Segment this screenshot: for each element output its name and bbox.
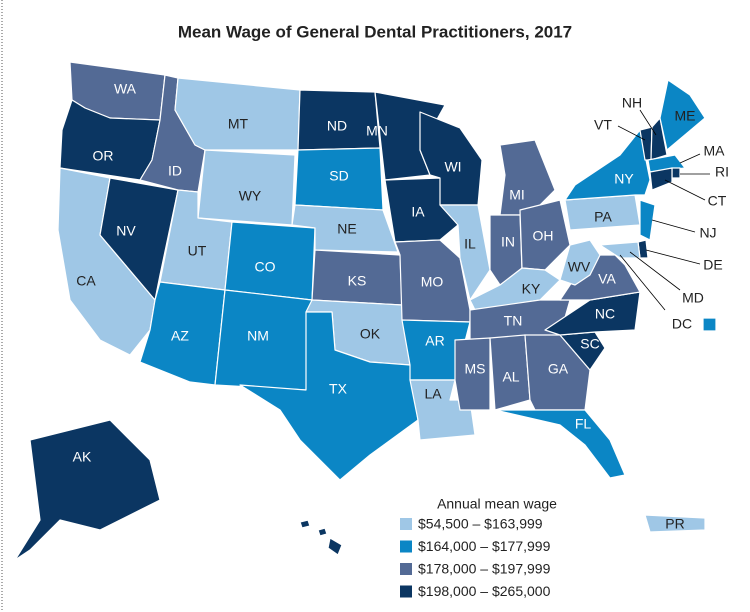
state-region [14,419,161,561]
state-label: MT [228,116,249,132]
state-label: MN [366,123,388,139]
state-label: PA [594,209,612,225]
state-region [650,117,668,161]
state-label: KS [348,273,367,289]
state-label: VA [598,271,616,287]
state-label: WY [239,188,262,204]
state-label: SC [580,336,599,352]
state-region [702,317,717,332]
leader-line [664,179,706,201]
state-label: NV [116,223,136,239]
legend-title: Annual mean wage [437,496,557,512]
state-label: HI [289,531,303,547]
leader-line [629,251,681,291]
state-region [659,79,706,151]
state-label: NH [622,95,642,111]
state-region [409,379,476,441]
state-label: MS [465,361,486,377]
state-region [644,514,706,533]
state-region [671,167,681,179]
state-label: SD [329,168,348,184]
leader-line [617,125,646,141]
state-label: NC [595,306,615,322]
state-label: MD [682,290,704,306]
state-label: KY [522,281,541,297]
state-label: MI [509,187,525,203]
state-label: DC [672,316,692,332]
legend-label: $178,000 – $197,999 [418,561,551,577]
state-region [559,239,601,286]
state-label: GA [548,361,569,377]
state-region [519,199,571,271]
leader-line [639,109,657,136]
state-label: OR [93,148,114,164]
state-label: AK [73,449,92,465]
leader-lines [617,109,710,311]
state-label: OK [360,326,381,342]
state-region [99,177,179,301]
state-label: WV [568,259,591,275]
state-label: ME [675,108,696,124]
legend-swatch [400,585,412,598]
state-label: IN [501,234,515,250]
state-label: NY [614,171,634,187]
state-label: LA [424,386,442,402]
state-label: UT [188,243,207,259]
state-region [494,409,626,479]
state-region [454,337,491,411]
state-label: ID [168,163,182,179]
state-label: WA [114,81,137,97]
state-region [649,167,673,191]
state-label: CO [255,259,276,275]
state-region [564,129,651,201]
state-label: CT [708,193,727,209]
state-label: AZ [171,328,189,344]
state-label: FL [575,416,592,432]
leader-line [679,153,701,164]
state-label: VT [594,117,612,133]
state-label: AL [502,369,519,385]
leader-line [645,249,701,265]
state-label: WI [444,159,461,175]
legend-label: $54,500 – $163,999 [418,516,543,532]
state-label: NE [337,221,356,237]
state-region [639,199,656,241]
state-region [174,77,301,151]
legend-swatch [400,518,412,530]
state-label: NJ [699,225,716,241]
state-region [299,519,343,556]
state-label: IL [464,236,476,252]
legend-swatch [400,563,412,575]
state-label: CA [76,273,96,289]
state-label: RI [715,164,729,180]
state-label: DE [703,257,722,273]
map-title: Mean Wage of General Dental Practitioner… [178,22,572,41]
legend-label: $198,000 – $265,000 [418,583,551,599]
state-label: MO [421,274,444,290]
legend-swatch [400,540,412,553]
state-label: IA [411,204,425,220]
state-label: ND [327,118,347,134]
legend-label: $164,000 – $177,999 [418,538,551,554]
leader-line [619,254,666,311]
state-label: TX [329,381,348,397]
state-label: OH [533,228,554,244]
state-region [599,241,641,259]
state-label: PR [665,516,684,532]
state-label: AR [425,333,444,349]
state-label: NM [247,328,269,344]
state-label: MA [704,143,726,159]
leader-line [651,219,696,233]
state-label: TN [504,313,523,329]
state-region [239,311,419,481]
states: WA OR CA NV ID MT WY UT AZ CO NM ND SD NE KS OK TX MN IA MO… [14,61,729,561]
legend: Annual mean wage $54,500 – $163,999 $164,… [400,496,557,599]
